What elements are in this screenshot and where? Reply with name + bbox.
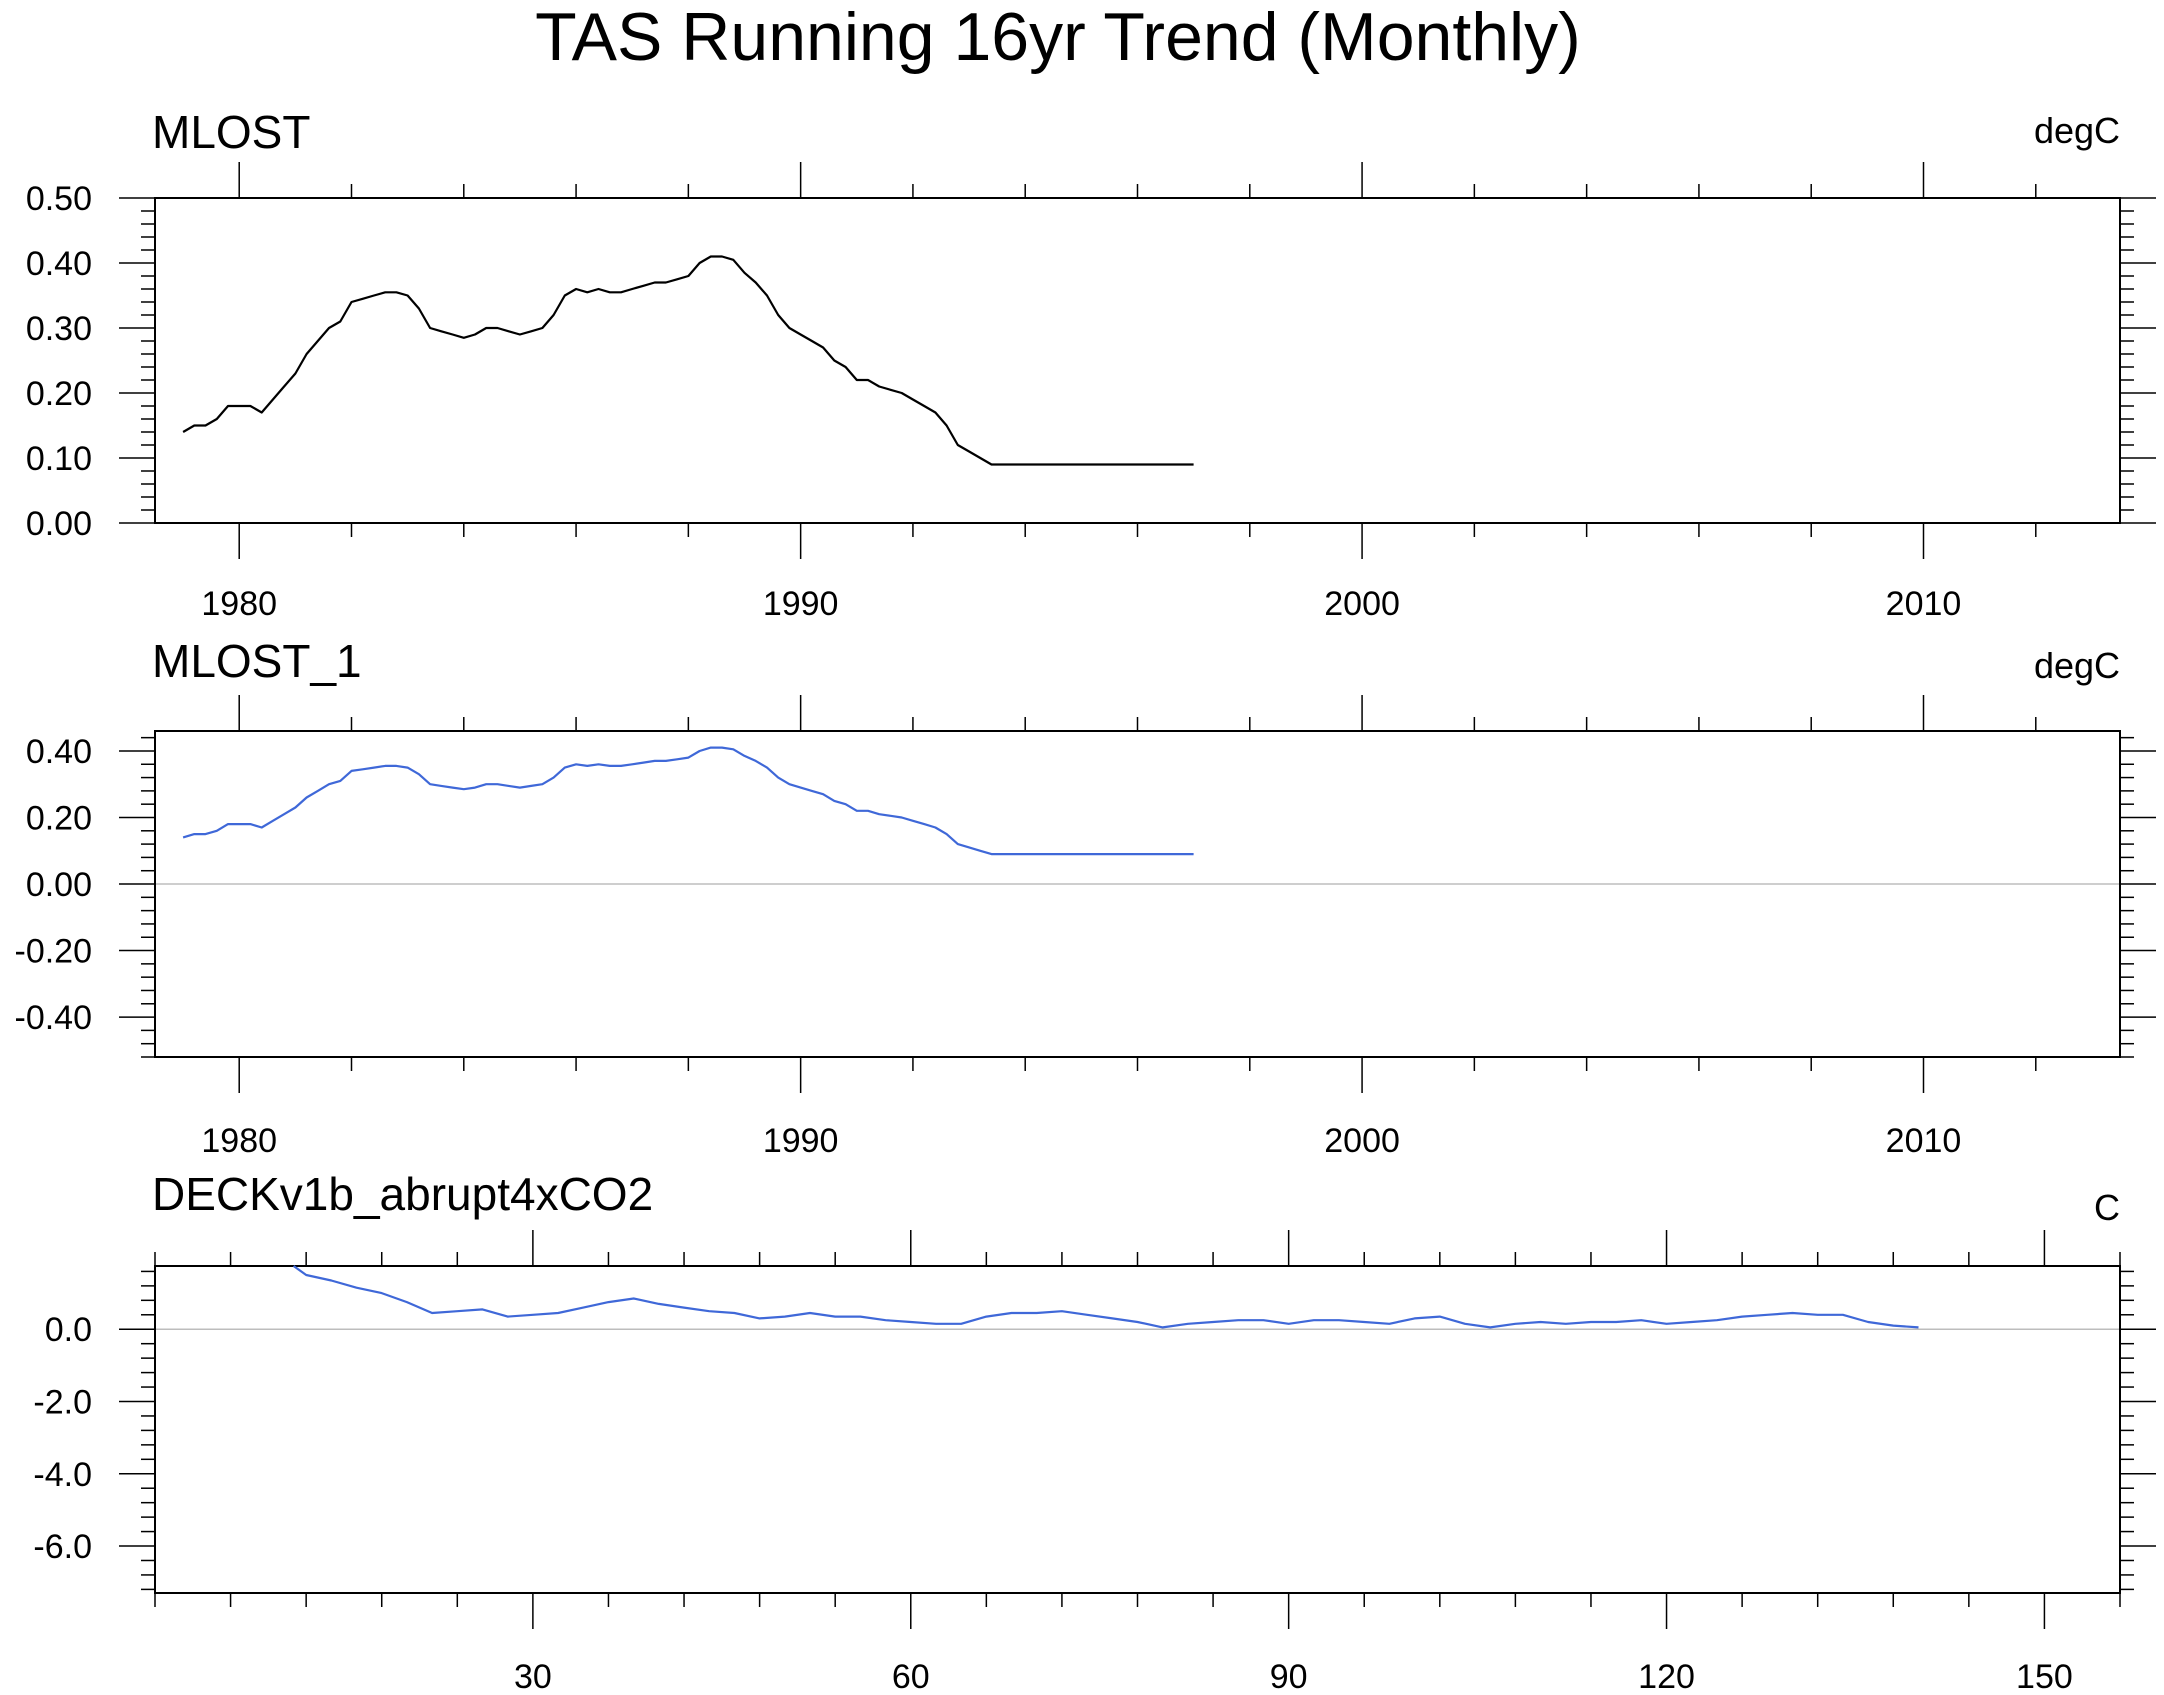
y-tick-label: -0.20	[15, 933, 93, 971]
panel-series	[182, 255, 1194, 466]
x-tick-label: 2000	[1324, 585, 1400, 623]
x-tick-label: 120	[1638, 1658, 1695, 1695]
panel-units: C	[2094, 1187, 2120, 1228]
y-tick-label: 0.50	[26, 180, 92, 218]
y-tick-label: 0.0	[45, 1311, 92, 1349]
panel-left-title: DECKv1b_abrupt4xCO2	[152, 1168, 653, 1220]
panel-mlost: MLOST degC 1980 1990 2000 2010 0.00 0.10 0.20 0…	[26, 106, 2156, 623]
x-tick-label: 60	[892, 1658, 930, 1695]
series-line	[182, 746, 1194, 856]
y-tick-label: 0.00	[26, 505, 92, 543]
panel-series	[292, 1265, 1919, 1329]
x-tick-label: 2010	[1886, 1122, 1962, 1160]
series-line	[292, 1265, 1919, 1329]
panel-deckv1b-abrupt4xco2: DECKv1b_abrupt4xCO2 C 30 60 90 120 150 -6.0 -4…	[33, 1168, 2156, 1695]
series-line	[182, 255, 1194, 466]
panel-series	[182, 746, 1194, 856]
panel-frame	[154, 730, 2121, 1058]
panel-axes: 30 60 90 120 150 -6.0 -4.0 -2.0 0.0	[33, 1230, 2156, 1695]
panel-axes: 1980 1990 2000 2010 0.00 0.10 0.20 0.30 0.40 0.50	[26, 162, 2156, 623]
panel-units: degC	[2034, 645, 2120, 686]
y-tick-label: 0.20	[26, 375, 92, 413]
panel-frame	[154, 197, 2121, 524]
panel-units: degC	[2034, 110, 2120, 151]
x-tick-label: 90	[1270, 1658, 1308, 1695]
y-tick-label: -0.40	[15, 999, 93, 1037]
x-tick-label: 1980	[201, 1122, 277, 1160]
x-tick-label: 30	[514, 1658, 552, 1695]
y-tick-label: -6.0	[33, 1528, 92, 1566]
x-tick-label: 1980	[201, 585, 277, 623]
y-tick-label: 0.00	[26, 866, 92, 904]
x-tick-label: 2010	[1886, 585, 1962, 623]
y-tick-label: -4.0	[33, 1456, 92, 1494]
panel-left-title: MLOST	[152, 106, 310, 158]
y-tick-label: 0.40	[26, 245, 92, 283]
x-tick-label: 1990	[763, 585, 839, 623]
panel-left-title: MLOST_1	[152, 635, 362, 687]
y-tick-label: 0.10	[26, 440, 92, 478]
figure-title: TAS Running 16yr Trend (Monthly)	[535, 0, 1581, 75]
y-tick-label: 0.30	[26, 310, 92, 348]
panel-axes: 1980 1990 2000 2010 -0.40 -0.20 0.00 0.20 0.40	[15, 695, 2156, 1160]
x-tick-label: 1990	[763, 1122, 839, 1160]
y-tick-label: 0.20	[26, 799, 92, 837]
y-tick-label: -2.0	[33, 1383, 92, 1421]
y-tick-label: 0.40	[26, 733, 92, 771]
panel-mlost-1: MLOST_1 degC 1980 1990 2000 2010 -0.40 -0.20 0…	[15, 635, 2156, 1160]
x-tick-label: 150	[2016, 1658, 2073, 1695]
x-tick-label: 2000	[1324, 1122, 1400, 1160]
